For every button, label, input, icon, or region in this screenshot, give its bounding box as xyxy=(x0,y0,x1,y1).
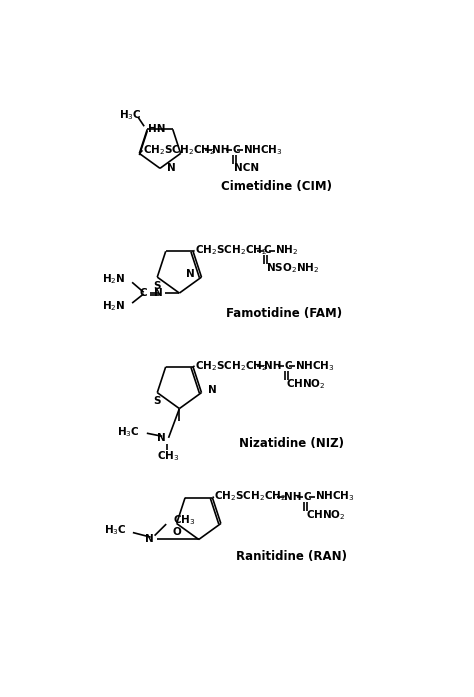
Text: N: N xyxy=(209,385,217,395)
Text: C: C xyxy=(232,145,240,155)
Text: H$_3$C: H$_3$C xyxy=(117,424,140,438)
Text: N: N xyxy=(157,433,165,443)
Text: C: C xyxy=(284,360,292,371)
Text: H$_3$C: H$_3$C xyxy=(104,523,127,537)
Text: CH$_3$: CH$_3$ xyxy=(157,450,180,464)
Text: CHNO$_2$: CHNO$_2$ xyxy=(286,377,326,390)
Text: N: N xyxy=(154,288,162,298)
Text: Ranitidine (RAN): Ranitidine (RAN) xyxy=(236,550,347,563)
Text: Cimetidine (CIM): Cimetidine (CIM) xyxy=(221,181,332,193)
Text: N: N xyxy=(145,534,154,544)
Text: Famotidine (FAM): Famotidine (FAM) xyxy=(226,307,342,320)
Text: HN: HN xyxy=(147,124,165,135)
Text: NH: NH xyxy=(212,145,230,155)
Text: O: O xyxy=(172,527,181,537)
Text: H$_2$N: H$_2$N xyxy=(101,299,125,313)
Text: H$_2$N: H$_2$N xyxy=(101,273,125,286)
Text: CH$_2$SCH$_2$CH$_2$: CH$_2$SCH$_2$CH$_2$ xyxy=(195,243,267,257)
Text: NH: NH xyxy=(264,360,282,371)
Text: C: C xyxy=(139,288,147,298)
Text: NH: NH xyxy=(284,491,301,502)
Text: NHCH$_3$: NHCH$_3$ xyxy=(295,359,335,372)
Text: H$_3$C: H$_3$C xyxy=(119,108,142,121)
Text: Nizatidine (NIZ): Nizatidine (NIZ) xyxy=(239,437,344,450)
Text: NH$_2$: NH$_2$ xyxy=(275,243,298,257)
Text: S: S xyxy=(154,396,161,406)
Text: S: S xyxy=(154,281,161,291)
Text: CH$_2$SCH$_2$CH$_2$: CH$_2$SCH$_2$CH$_2$ xyxy=(214,489,287,503)
Text: N: N xyxy=(186,269,194,279)
Text: CHNO$_2$: CHNO$_2$ xyxy=(306,507,346,521)
Text: C: C xyxy=(303,491,311,502)
Text: NSO$_2$NH$_2$: NSO$_2$NH$_2$ xyxy=(266,261,319,275)
Text: NHCH$_3$: NHCH$_3$ xyxy=(243,143,283,157)
Text: N: N xyxy=(167,163,176,174)
Text: CH$_3$: CH$_3$ xyxy=(173,513,196,527)
Text: NCN: NCN xyxy=(234,163,259,173)
Text: CH$_2$SCH$_2$CH$_2$: CH$_2$SCH$_2$CH$_2$ xyxy=(195,359,267,372)
Text: CH$_2$SCH$_2$CH$_2$: CH$_2$SCH$_2$CH$_2$ xyxy=(143,143,215,157)
Text: NHCH$_3$: NHCH$_3$ xyxy=(315,489,355,503)
Text: C: C xyxy=(264,245,271,255)
